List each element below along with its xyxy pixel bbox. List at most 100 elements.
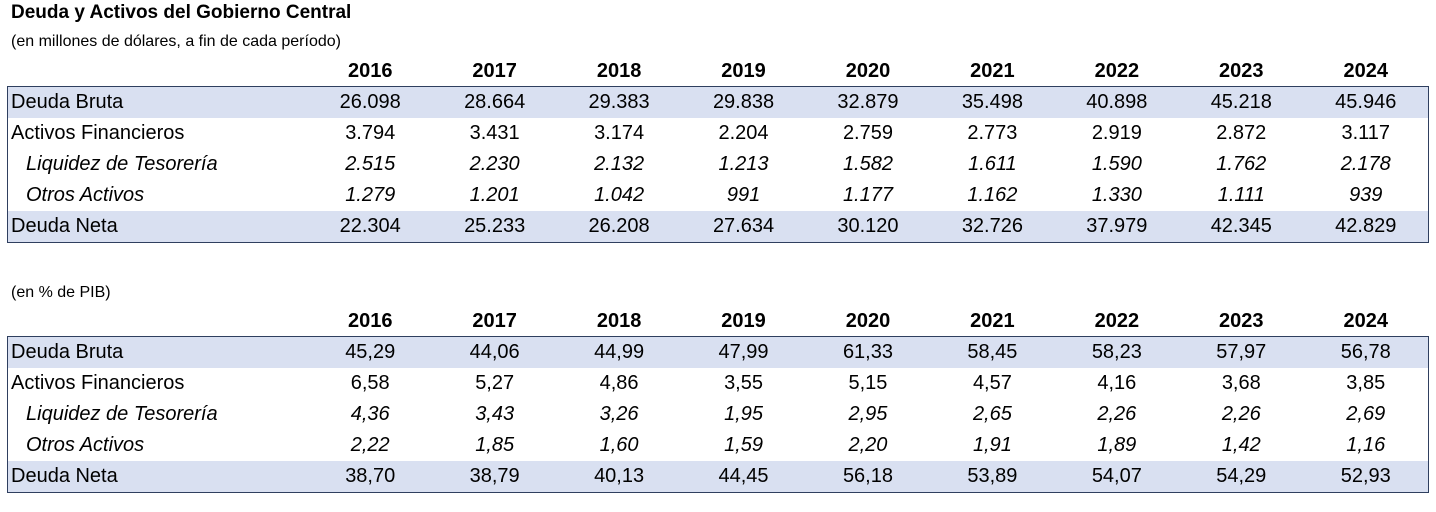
value-cell: 991 [726, 184, 761, 206]
value-cell: 44,99 [556, 337, 682, 368]
value-cell: 25.233 [432, 211, 557, 242]
value-cell: 1.590 [1091, 153, 1142, 175]
value-cell: 32.726 [930, 211, 1055, 242]
value-cell: 3,26 [599, 403, 639, 425]
value-cell: 22.304 [308, 211, 433, 242]
year-header: 2020 [845, 310, 891, 332]
header-blank-cell [8, 56, 308, 87]
value-cell: 1,59 [724, 434, 763, 456]
value-cell: 1.201 [469, 184, 520, 206]
value-cell: 2,26 [1221, 403, 1261, 425]
year-header: 2021 [970, 60, 1015, 82]
value-cell: 30.120 [805, 211, 931, 242]
value-cell: 3.794 [345, 122, 396, 144]
year-header: 2017 [472, 60, 517, 82]
value-cell: 2.759 [842, 122, 893, 144]
header-row: 2016 2017 2018 2019 2020 2021 2022 2023 2024 [8, 306, 1428, 337]
value-cell: 3,43 [475, 403, 515, 425]
year-header: 2018 [596, 310, 642, 332]
value-cell: 37.979 [1054, 211, 1180, 242]
value-cell: 29.838 [681, 87, 806, 118]
value-cell: 6,58 [350, 372, 390, 394]
value-cell: 2,22 [350, 434, 390, 456]
row-label: Deuda Bruta [8, 87, 308, 118]
value-cell: 1.162 [967, 184, 1018, 206]
value-cell: 4,86 [599, 372, 639, 394]
value-cell: 40.898 [1054, 87, 1180, 118]
header-blank-cell [8, 306, 308, 337]
value-cell: 1.582 [842, 153, 893, 175]
subtitle-usd: (en millones de dólares, a fin de cada p… [11, 33, 341, 50]
year-header: 2018 [596, 60, 642, 82]
page-title: Deuda y Activos del Gobierno Central [11, 2, 352, 23]
value-cell: 2.515 [345, 153, 396, 175]
year-header: 2019 [721, 60, 766, 82]
year-header: 2020 [845, 60, 891, 82]
value-cell: 4,36 [350, 403, 390, 425]
table-row: Deuda Neta 22.304 25.233 26.208 27.634 30.120… [8, 211, 1428, 242]
row-label: Liquidez de Tesorería [26, 153, 218, 175]
year-header: 2022 [1094, 60, 1140, 82]
value-cell: 1.762 [1216, 153, 1267, 175]
year-header: 2016 [347, 60, 393, 82]
value-cell: 1.042 [594, 184, 645, 206]
value-cell: 1.213 [718, 153, 769, 175]
value-cell: 44,45 [681, 461, 806, 492]
value-cell: 27.634 [681, 211, 806, 242]
value-cell: 45,29 [308, 337, 433, 368]
table-row: Activos Financieros 6,58 5,27 4,86 3,55 5,15 4… [8, 368, 1428, 399]
table-row: Otros Activos 2,22 1,85 1,60 1,59 2,20 1,91 1,8… [8, 430, 1428, 461]
row-label: Otros Activos [26, 184, 145, 206]
year-header: 2024 [1343, 60, 1389, 82]
value-cell: 29.383 [556, 87, 682, 118]
table-row: Deuda Bruta 26.098 28.664 29.383 29.838 32.87… [8, 87, 1428, 118]
year-header: 2017 [472, 310, 517, 332]
value-cell: 56,78 [1303, 337, 1428, 368]
row-label: Activos Financieros [11, 122, 185, 144]
value-cell: 45.946 [1303, 87, 1428, 118]
value-cell: 2,69 [1346, 403, 1386, 425]
year-header: 2023 [1219, 310, 1264, 332]
value-cell: 3.431 [469, 122, 520, 144]
value-cell: 3.117 [1341, 122, 1391, 144]
value-cell: 1,42 [1221, 434, 1261, 456]
year-header: 2016 [347, 310, 393, 332]
value-cell: 58,45 [930, 337, 1055, 368]
table-row: Liquidez de Tesorería 2.515 2.230 2.132 1.21… [8, 149, 1428, 180]
value-cell: 3,55 [724, 372, 763, 394]
value-cell: 1,89 [1097, 434, 1137, 456]
value-cell: 58,23 [1054, 337, 1180, 368]
value-cell: 56,18 [805, 461, 931, 492]
value-cell: 5,27 [475, 372, 515, 394]
value-cell: 40,13 [556, 461, 682, 492]
value-cell: 1.111 [1217, 184, 1265, 206]
table-row: Activos Financieros 3.794 3.431 3.174 2.204 2… [8, 118, 1428, 149]
year-header: 2019 [721, 310, 766, 332]
value-cell: 2.230 [469, 153, 520, 175]
value-cell: 1.330 [1091, 184, 1142, 206]
value-cell: 1.177 [842, 184, 893, 206]
value-cell: 26.208 [556, 211, 682, 242]
value-cell: 1,95 [724, 403, 763, 425]
subtitle-pib: (en % de PIB) [11, 284, 111, 301]
value-cell: 4,16 [1097, 372, 1137, 394]
value-cell: 1.279 [345, 184, 396, 206]
value-cell: 5,15 [848, 372, 888, 394]
year-header: 2024 [1343, 310, 1389, 332]
value-cell: 2.178 [1340, 153, 1391, 175]
table-pib: 2016 2017 2018 2019 2020 2021 2022 2023 2024 Deu… [7, 306, 1429, 493]
value-cell: 3,85 [1346, 372, 1386, 394]
year-header: 2022 [1094, 310, 1140, 332]
value-cell: 52,93 [1303, 461, 1428, 492]
value-cell: 35.498 [930, 87, 1055, 118]
value-cell: 32.879 [805, 87, 931, 118]
table-row: Liquidez de Tesorería 4,36 3,43 3,26 1,95 2,9… [8, 399, 1428, 430]
value-cell: 42.345 [1179, 211, 1304, 242]
row-label: Activos Financieros [11, 372, 185, 394]
value-cell: 2.919 [1091, 122, 1142, 144]
value-cell: 1.611 [968, 153, 1017, 175]
value-cell: 44,06 [432, 337, 557, 368]
header-row: 2016 2017 2018 2019 2020 2021 2022 2023 2024 [8, 56, 1428, 87]
value-cell: 26.098 [308, 87, 433, 118]
value-cell: 38,79 [432, 461, 557, 492]
